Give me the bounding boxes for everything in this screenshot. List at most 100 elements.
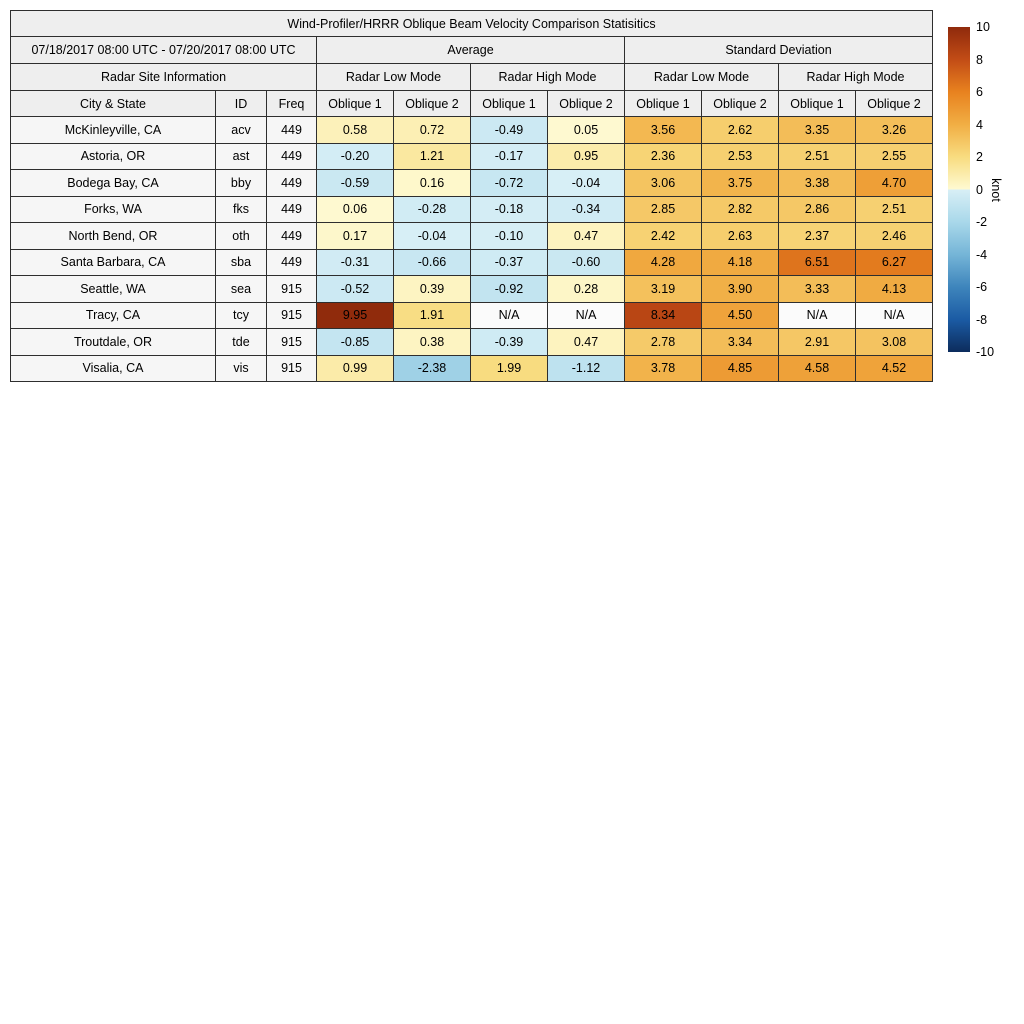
colorbar-tick-label: 2: [976, 150, 983, 164]
stats-table: Wind-Profiler/HRRR Oblique Beam Velocity…: [10, 10, 933, 382]
cell-city: Forks, WA: [10, 195, 216, 223]
cell-value: 1.21: [393, 142, 471, 170]
table-row: Seattle, WA sea 915 -0.52 0.39 -0.92 0.28 3.19 3…: [10, 275, 933, 303]
cell-value: -0.37: [470, 248, 548, 276]
header-avg-high-mode: Radar High Mode: [470, 63, 625, 91]
cell-value: -0.60: [547, 248, 625, 276]
cell-value: -0.04: [547, 169, 625, 197]
cell-value: 0.39: [393, 275, 471, 303]
colorbar-tick-label: 6: [976, 85, 983, 99]
cell-value: -0.10: [470, 222, 548, 250]
cell-value: 2.85: [624, 195, 702, 223]
cell-value: 6.51: [778, 248, 856, 276]
col-header-id: ID: [215, 90, 267, 117]
cell-value: 2.62: [701, 116, 779, 144]
cell-city: Santa Barbara, CA: [10, 248, 216, 276]
cell-value: -0.31: [316, 248, 394, 276]
cell-city: McKinleyville, CA: [10, 116, 216, 144]
cell-value: 2.37: [778, 222, 856, 250]
cell-value: 4.52: [855, 354, 933, 382]
cell-freq: 449: [266, 116, 317, 144]
cell-value: 3.06: [624, 169, 702, 197]
cell-value: 9.95: [316, 301, 394, 329]
col-header-oblique: Oblique 1: [624, 90, 702, 117]
table-body: Wind-Profiler/HRRR Oblique Beam Velocity…: [10, 10, 933, 382]
cell-value: 0.05: [547, 116, 625, 144]
cell-freq: 449: [266, 195, 317, 223]
cell-id: ast: [215, 142, 267, 170]
header-std-high-mode: Radar High Mode: [778, 63, 933, 91]
cell-value: 2.42: [624, 222, 702, 250]
table-row: Astoria, OR ast 449 -0.20 1.21 -0.17 0.95 2.36 2…: [10, 142, 933, 170]
colorbar-unit-label: knot: [989, 178, 1003, 202]
cell-value: 4.28: [624, 248, 702, 276]
cell-value: 2.55: [855, 142, 933, 170]
header-radar-site-information: Radar Site Information: [10, 63, 317, 91]
col-header-oblique: Oblique 2: [855, 90, 933, 117]
cell-value: N/A: [470, 301, 548, 329]
cell-value: 0.95: [547, 142, 625, 170]
col-header-freq: Freq: [266, 90, 317, 117]
cell-value: 1.91: [393, 301, 471, 329]
header-standard-deviation: Standard Deviation: [624, 36, 933, 64]
cell-value: 3.08: [855, 328, 933, 356]
colorbar-tick-label: -2: [976, 215, 988, 229]
cell-value: -0.34: [547, 195, 625, 223]
cell-value: 0.16: [393, 169, 471, 197]
cell-value: 0.58: [316, 116, 394, 144]
cell-id: acv: [215, 116, 267, 144]
cell-value: 0.47: [547, 222, 625, 250]
cell-value: 0.47: [547, 328, 625, 356]
colorbar-tick-label: -8: [976, 312, 988, 327]
colorbar-tick-label: 10: [976, 20, 990, 34]
col-header-oblique: Oblique 1: [778, 90, 856, 117]
cell-value: N/A: [778, 301, 856, 329]
header-avg-low-mode: Radar Low Mode: [316, 63, 471, 91]
cell-value: -0.49: [470, 116, 548, 144]
table-row: Tracy, CA tcy 915 9.95 1.91 N/A N/A 8.34 4.50 N/A…: [10, 301, 933, 329]
cell-value: 2.82: [701, 195, 779, 223]
cell-value: 3.90: [701, 275, 779, 303]
cell-value: 3.75: [701, 169, 779, 197]
cell-id: oth: [215, 222, 267, 250]
cell-value: 2.46: [855, 222, 933, 250]
cell-value: 2.78: [624, 328, 702, 356]
cell-id: bby: [215, 169, 267, 197]
cell-city: North Bend, OR: [10, 222, 216, 250]
colorbar: [948, 27, 970, 352]
table-row: Visalia, CA vis 915 0.99 -2.38 1.99 -1.12 3.78 4…: [10, 354, 933, 382]
cell-value: 8.34: [624, 301, 702, 329]
colorbar-tick-label: 0: [976, 182, 983, 197]
cell-value: -0.66: [393, 248, 471, 276]
col-header-oblique: Oblique 2: [701, 90, 779, 117]
col-header-oblique: Oblique 1: [316, 90, 394, 117]
cell-value: -0.04: [393, 222, 471, 250]
cell-value: 1.99: [470, 354, 548, 382]
cell-value: 0.06: [316, 195, 394, 223]
cell-id: fks: [215, 195, 267, 223]
cell-value: -0.17: [470, 142, 548, 170]
cell-value: 2.91: [778, 328, 856, 356]
cell-value: 0.28: [547, 275, 625, 303]
cell-value: 2.63: [701, 222, 779, 250]
colorbar-tick-label: -4: [976, 247, 988, 262]
cell-value: 3.19: [624, 275, 702, 303]
cell-value: 2.51: [855, 195, 933, 223]
col-header-oblique: Oblique 1: [470, 90, 548, 117]
cell-value: 0.38: [393, 328, 471, 356]
cell-value: 2.53: [701, 142, 779, 170]
cell-value: 4.13: [855, 275, 933, 303]
cell-value: -0.52: [316, 275, 394, 303]
cell-value: -1.12: [547, 354, 625, 382]
cell-city: Seattle, WA: [10, 275, 216, 303]
cell-value: 3.34: [701, 328, 779, 356]
cell-value: N/A: [855, 301, 933, 329]
cell-value: 6.27: [855, 248, 933, 276]
cell-value: -0.39: [470, 328, 548, 356]
cell-freq: 449: [266, 222, 317, 250]
cell-value: 3.33: [778, 275, 856, 303]
cell-value: -0.59: [316, 169, 394, 197]
cell-value: 4.70: [855, 169, 933, 197]
cell-value: 2.51: [778, 142, 856, 170]
cell-freq: 915: [266, 301, 317, 329]
